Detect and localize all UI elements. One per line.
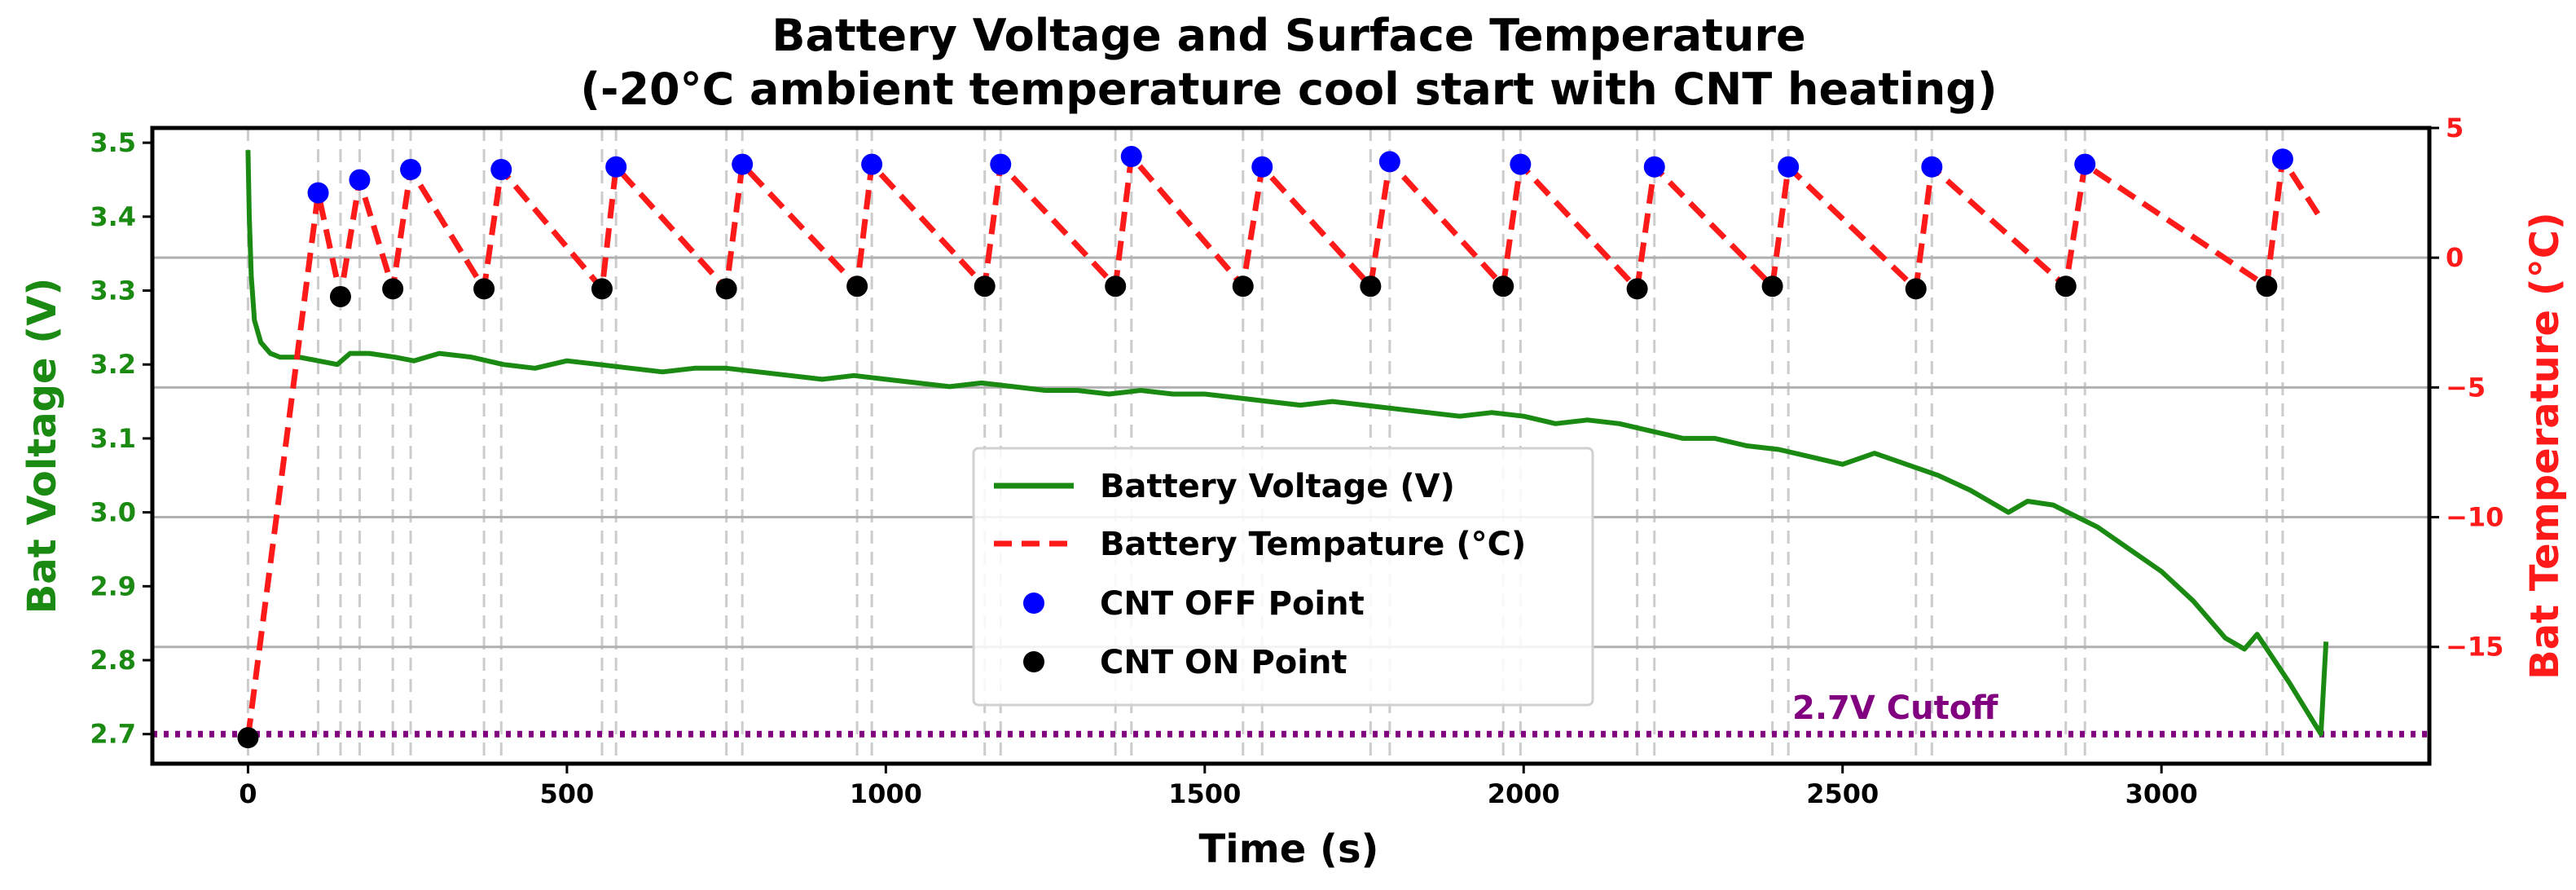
- cnt-off-point: [349, 169, 371, 191]
- left-tick-label: 2.9: [90, 571, 136, 601]
- legend-box: [972, 447, 1594, 707]
- cnt-on-point: [591, 278, 613, 300]
- left-tick-label: 2.7: [90, 719, 136, 750]
- legend-off-label: CNT OFF Point: [1100, 585, 1365, 623]
- cnt-on-point: [1360, 275, 1382, 297]
- cnt-off-point: [400, 158, 422, 180]
- right-axis-ticks: −15 −10 −5 0 5: [2429, 112, 2503, 663]
- x-tick-label: 1000: [850, 778, 922, 809]
- cnt-on-point: [237, 727, 259, 749]
- cnt-off-point: [1510, 153, 1532, 175]
- cnt-off-point: [2074, 153, 2096, 175]
- cnt-off-point: [990, 153, 1012, 175]
- legend: Battery Voltage (V) Battery Tempature (°…: [972, 447, 1594, 707]
- cnt-off-point: [1251, 156, 1273, 178]
- legend-temperature-label: Battery Tempature (°C): [1100, 526, 1526, 563]
- cnt-off-point: [861, 153, 883, 175]
- x-axis-label: Time (s): [1199, 826, 1379, 872]
- cutoff-annotation: 2.7V Cutoff: [1792, 690, 1998, 727]
- right-tick-label: −10: [2446, 502, 2503, 533]
- cnt-on-point: [1232, 275, 1254, 297]
- cnt-on-point: [974, 275, 996, 297]
- left-tick-label: 3.2: [90, 349, 136, 380]
- left-tick-label: 2.8: [90, 645, 136, 676]
- left-tick-label: 3.0: [90, 497, 136, 528]
- voltage-series-group: [245, 150, 2329, 737]
- legend-on-swatch: [1023, 651, 1044, 672]
- left-axis-label: Bat Voltage (V): [20, 278, 65, 615]
- cnt-off-point: [1643, 156, 1665, 178]
- x-tick-label: 2000: [1488, 778, 1560, 809]
- legend-on-label: CNT ON Point: [1100, 644, 1347, 681]
- cnt-on-point: [329, 285, 351, 307]
- cnt-off-point: [1778, 156, 1800, 178]
- cnt-on-point: [2256, 275, 2278, 297]
- left-tick-label: 3.1: [90, 423, 136, 454]
- cnt-on-point: [715, 278, 737, 300]
- x-tick-label: 500: [539, 778, 594, 809]
- chart-title-line2: (-20°C ambient temperature cool start wi…: [580, 64, 1997, 115]
- plot-frame: [150, 126, 2432, 766]
- x-tick-label: 2500: [1806, 778, 1879, 809]
- right-tick-label: 0: [2446, 242, 2464, 273]
- cnt-off-point: [490, 158, 512, 180]
- right-tick-label: 5: [2446, 112, 2464, 143]
- left-tick-label: 3.5: [90, 127, 136, 158]
- cnt-off-point: [1378, 151, 1400, 173]
- x-tick-label: 3000: [2125, 778, 2198, 809]
- chart-title-line1: Battery Voltage and Surface Temperature: [771, 10, 1805, 61]
- left-axis-ticks: 2.7 2.8 2.9 3.0 3.1 3.2 3.3 3.4 3.5: [90, 127, 152, 750]
- cnt-on-point: [846, 275, 868, 297]
- right-tick-label: −5: [2446, 372, 2486, 403]
- cnt-on-point: [1105, 275, 1127, 297]
- cnt-off-point: [1921, 156, 1943, 178]
- x-tick-label: 1500: [1168, 778, 1241, 809]
- cnt-off-point: [307, 182, 329, 204]
- cnt-off-point: [605, 156, 627, 178]
- cnt-on-point: [1492, 275, 1514, 297]
- cnt-on-point: [2055, 275, 2077, 297]
- cnt-on-point: [1626, 278, 1648, 300]
- left-tick-label: 3.4: [90, 201, 136, 232]
- cnt-on-point: [382, 278, 404, 300]
- legend-off-swatch: [1023, 593, 1044, 614]
- cnt-on-point: [1905, 278, 1927, 300]
- cnt-off-point: [1120, 146, 1142, 168]
- cnt-off-point: [2271, 148, 2293, 170]
- cnt-off-point: [732, 153, 754, 175]
- x-tick-label: 0: [239, 778, 257, 809]
- legend-voltage-label: Battery Voltage (V): [1100, 468, 1455, 505]
- left-tick-label: 3.3: [90, 275, 136, 306]
- voltage-line: [245, 150, 2329, 737]
- right-axis-label: Bat Temperature (°C): [2522, 212, 2568, 680]
- right-tick-label: −15: [2446, 632, 2503, 663]
- cnt-points-group: [237, 146, 2293, 749]
- cnt-on-point: [473, 278, 495, 300]
- x-axis-ticks: 0 500 1000 1500 2000 2500 3000: [239, 764, 2198, 809]
- cnt-on-point: [1761, 275, 1783, 297]
